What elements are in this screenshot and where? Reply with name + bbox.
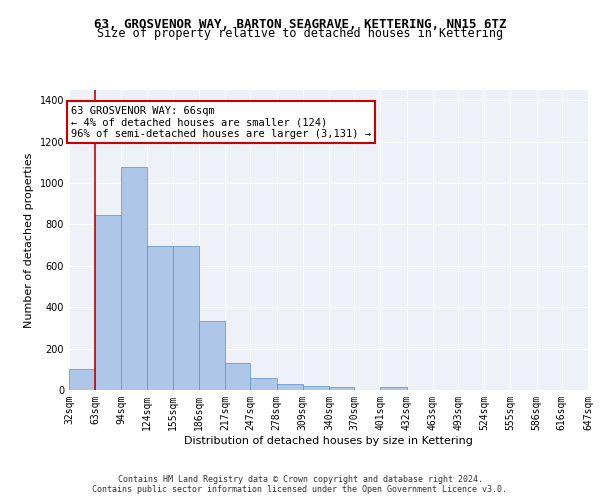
Text: 63 GROSVENOR WAY: 66sqm
← 4% of detached houses are smaller (124)
96% of semi-de: 63 GROSVENOR WAY: 66sqm ← 4% of detached…: [71, 106, 371, 138]
Bar: [173, 246, 199, 390]
Y-axis label: Number of detached properties: Number of detached properties: [24, 152, 34, 328]
Bar: [146, 246, 173, 390]
Bar: [225, 363, 250, 390]
Bar: [250, 378, 277, 390]
Text: 63, GROSVENOR WAY, BARTON SEAGRAVE, KETTERING, NN15 6TZ: 63, GROSVENOR WAY, BARTON SEAGRAVE, KETT…: [94, 18, 506, 30]
Bar: [277, 384, 303, 390]
Bar: [199, 320, 225, 390]
Bar: [303, 386, 329, 390]
Text: Size of property relative to detached houses in Kettering: Size of property relative to detached ho…: [97, 28, 503, 40]
X-axis label: Distribution of detached houses by size in Kettering: Distribution of detached houses by size …: [184, 436, 473, 446]
Bar: [380, 387, 407, 390]
Bar: [329, 387, 354, 390]
Bar: [69, 370, 95, 390]
Bar: [121, 166, 146, 390]
Bar: [95, 215, 121, 390]
Text: Contains HM Land Registry data © Crown copyright and database right 2024.
Contai: Contains HM Land Registry data © Crown c…: [92, 474, 508, 494]
